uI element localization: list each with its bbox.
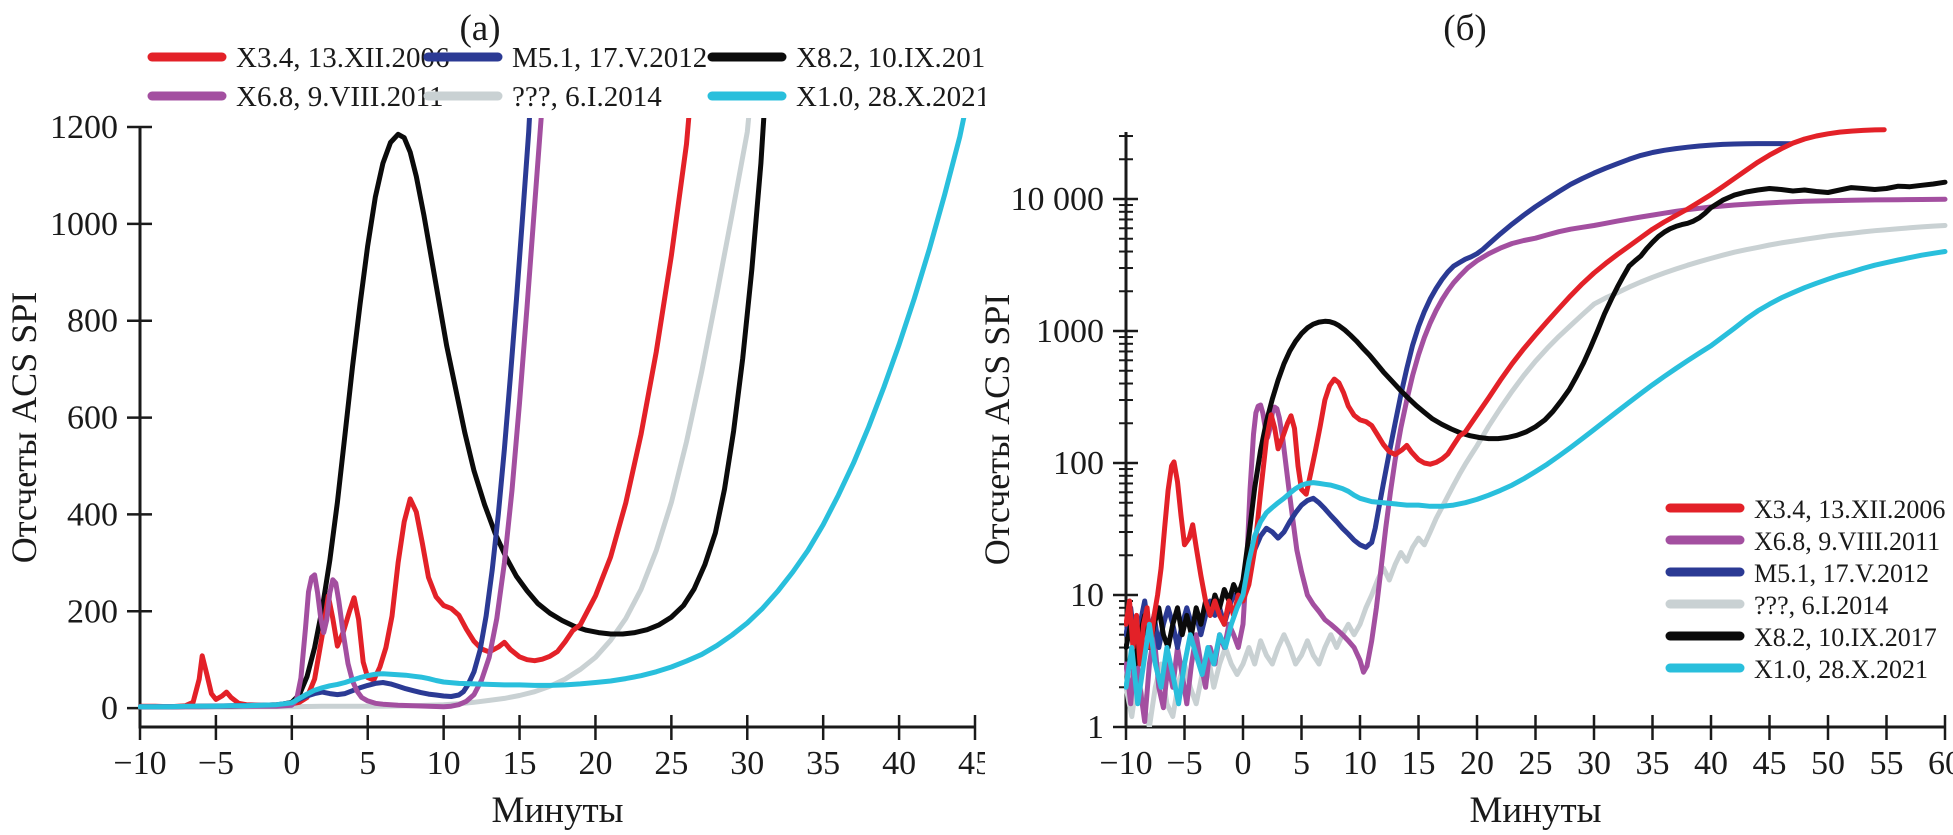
y-tick-label: 800 (67, 303, 118, 340)
x-axis-label: Минуты (1469, 790, 1601, 831)
x-tick-label: 25 (1519, 745, 1553, 782)
x-tick-label: −10 (1099, 745, 1152, 782)
y-tick-label: 400 (67, 496, 118, 533)
panel-b-chart: −10 −5 0 5 10 15 20 25 30 35 40 45 50 55 60 1 10 100 1000 1… (985, 8, 1953, 831)
y-tick-label: 600 (67, 400, 118, 437)
legend-label: M5.1, 17.V.2012 (512, 42, 707, 74)
series-line-M5.1 (1124, 141, 1794, 650)
plot-area (1124, 127, 1948, 727)
y-axis-label: Отсчеты ACS SPI (4, 292, 44, 564)
legend-label: X3.4, 13.XII.2006 (1754, 495, 1945, 524)
y-tick-label: 1200 (50, 109, 118, 146)
y-tick-label: 10 000 (1011, 181, 1105, 218)
series-line-X3.4 (1124, 127, 1887, 667)
x-tick-label: 40 (1694, 745, 1728, 782)
x-tick-label: 45 (1753, 745, 1787, 782)
legend-label: X1.0, 28.X.2021 (796, 81, 985, 113)
legend-label: X1.0, 28.X.2021 (1754, 655, 1928, 684)
x-tick-label: 10 (1343, 745, 1377, 782)
y-tick-label: 1000 (1036, 313, 1104, 350)
x-tick-label: 30 (1577, 745, 1611, 782)
legend-label: ???, 6.I.2014 (512, 81, 662, 113)
legend-label: X8.2, 10.IX.2017 (796, 42, 985, 74)
x-tick-label: 0 (283, 745, 300, 782)
series-line-X8.2 (138, 118, 767, 710)
y-tick-label: 100 (1053, 445, 1104, 482)
series-line-X3.4 (138, 118, 692, 710)
series-line-X1.0 (1124, 249, 1948, 707)
legend-label: X6.8, 9.VIII.2011 (236, 81, 444, 113)
x-tick-label: 0 (1235, 745, 1252, 782)
legend-label: X3.4, 13.XII.2006 (236, 42, 449, 74)
legend-label: ???, 6.I.2014 (1754, 591, 1888, 620)
x-tick-label: 20 (578, 745, 612, 782)
x-axis-label: Минуты (491, 790, 623, 831)
x-tick-label: 50 (1811, 745, 1845, 782)
series-line-??? (1124, 223, 1948, 727)
series-line-X1.0 (138, 118, 967, 710)
legend-label: M5.1, 17.V.2012 (1754, 559, 1929, 588)
x-tick-label: 20 (1460, 745, 1494, 782)
y-tick-label: 1 (1087, 709, 1104, 746)
x-tick-label: 60 (1928, 745, 1953, 782)
x-tick-label: 35 (1636, 745, 1670, 782)
y-tick-label: 10 (1070, 577, 1104, 614)
panel-title: (б) (1443, 8, 1486, 49)
x-tick-label: 10 (427, 745, 461, 782)
x-tick-label: −10 (113, 745, 166, 782)
panel-a-chart: −10 −5 0 5 10 15 20 25 30 35 40 45 0 200 400 600 800 1000… (4, 8, 985, 831)
panel-title: (a) (459, 8, 500, 49)
x-tick-label: 15 (1402, 745, 1436, 782)
legend-label: X6.8, 9.VIII.2011 (1754, 527, 1940, 556)
x-tick-label: −5 (198, 745, 234, 782)
x-tick-label: 40 (882, 745, 916, 782)
y-axis-label: Отсчеты ACS SPI (985, 294, 1017, 566)
x-tick-label: 35 (806, 745, 840, 782)
plot-area (138, 118, 967, 710)
x-tick-label: 55 (1870, 745, 1904, 782)
y-tick-label: 0 (101, 690, 118, 727)
x-tick-label: 45 (958, 745, 985, 782)
x-tick-label: 5 (1293, 745, 1310, 782)
series-line-X6.8 (1124, 196, 1948, 724)
x-tick-label: 5 (359, 745, 376, 782)
x-tick-label: 25 (654, 745, 688, 782)
y-tick-label: 200 (67, 593, 118, 630)
y-tick-label: 1000 (50, 206, 118, 243)
series-line-??? (138, 118, 752, 710)
series-line-X8.2 (1124, 179, 1948, 667)
x-tick-label: −5 (1166, 745, 1202, 782)
x-tick-label: 15 (503, 745, 537, 782)
x-tick-label: 30 (730, 745, 764, 782)
legend-label: X8.2, 10.IX.2017 (1754, 623, 1937, 652)
